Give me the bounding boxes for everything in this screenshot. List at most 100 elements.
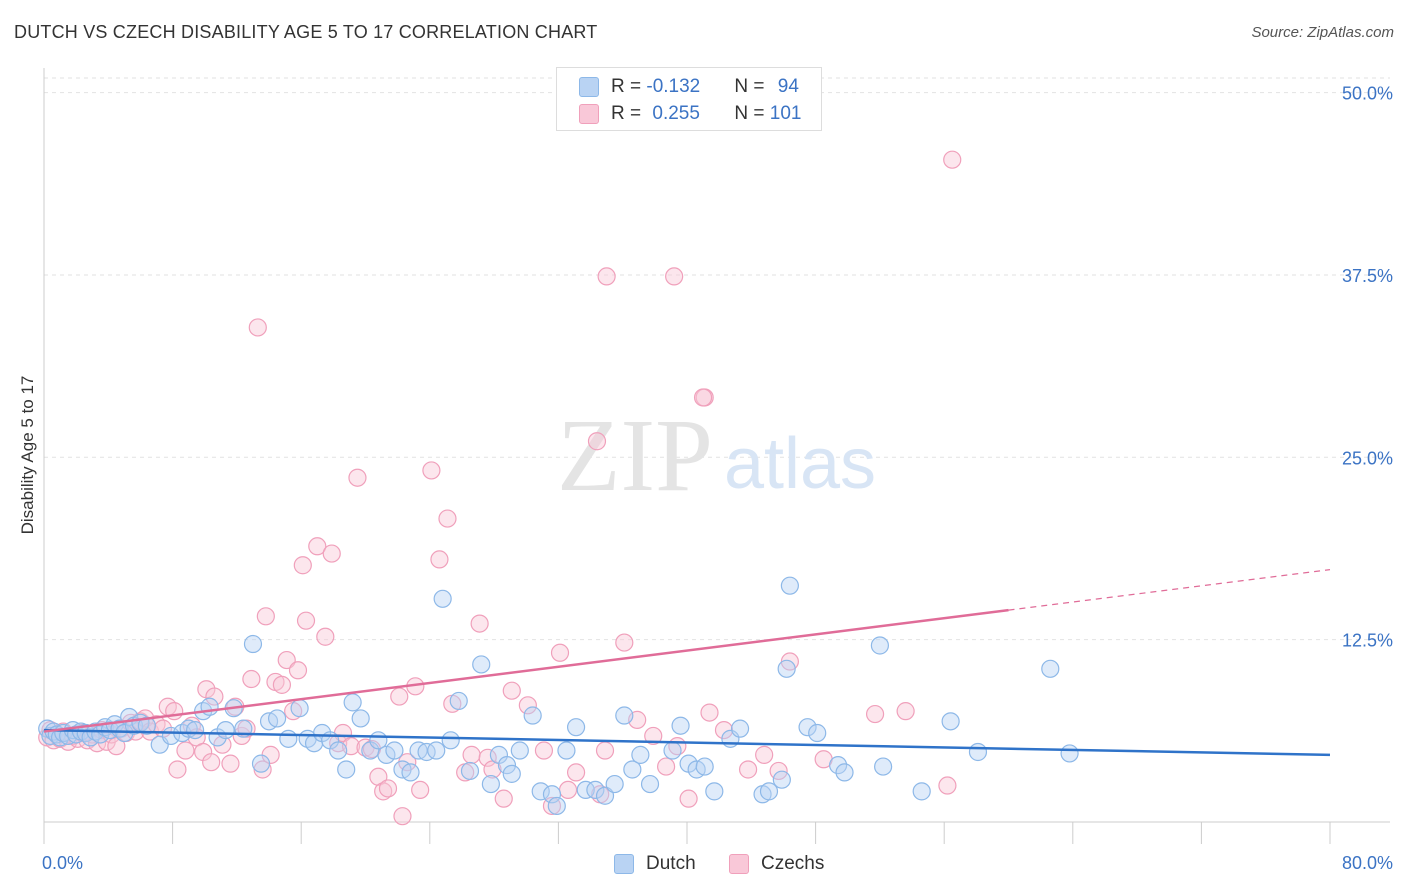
dutch-point [417,742,436,762]
dutch-point [243,634,263,654]
watermark-zip: ZIP [557,398,713,513]
dutch-point [759,782,779,801]
r-value: 0.255 [652,103,700,124]
axes [43,68,1390,844]
dutch-point [502,764,521,783]
legend-item-czechs: Czechs [729,852,824,876]
r-label: R = [611,103,647,124]
n-label: N = [734,76,770,97]
dutch-point [531,782,550,801]
n-label: N = [734,103,770,124]
czechs-point [438,509,457,528]
czechs-point [755,745,774,764]
czechs-point [938,776,957,795]
watermark: ZIP atlas [557,398,876,513]
dutch-point [705,782,724,801]
czechs-point [107,737,126,756]
dutch-point [874,757,893,776]
dutch-point [640,774,660,794]
tick-labels: 12.5% 25.0% 37.5% 50.0% 0.0% 80.0% [42,84,1393,873]
czechs-point [478,748,497,767]
czechs-point [369,767,388,786]
czechs-point [411,780,430,800]
czechs-point [293,556,312,575]
czechs-trend-extension [1008,569,1331,611]
czechs-point [597,267,616,286]
czechs-point [615,633,634,652]
dutch-point [912,782,931,801]
dutch-point [267,709,287,728]
dutch-point [441,731,460,750]
dutch-point [835,763,854,782]
r-value: -0.132 [646,76,701,97]
legend-item-dutch: Dutch [614,852,696,876]
dutch-trend-line [43,728,1331,757]
legend-row-dutch: R = -0.132 N = 94 [579,74,799,100]
czechs-trend-line [43,608,1009,733]
source-label: Source: ZipAtlas.com [1251,24,1394,41]
czechs-point [518,696,537,715]
r-label: R = [611,76,647,97]
dutch-point [730,719,750,738]
czechs-point [205,687,224,706]
dutch-point [427,741,446,760]
legend-label-czechs: Czechs [761,853,825,874]
czechs-point [296,611,316,630]
legend-label-dutch: Dutch [646,853,696,874]
czechs-point [277,650,296,670]
dutch-point [216,720,235,740]
czechs-point [896,702,915,721]
czechs-point [550,643,570,662]
chart-title: DUTCH VS CZECH DISABILITY AGE 5 TO 17 CO… [14,22,598,42]
stats-legend: R = -0.132 N = 94 R = 0.255 N = 101 [556,67,822,131]
grid [44,77,1390,641]
czechs-point [430,550,449,569]
dutch-point [433,589,452,608]
y-axis-label: Disability Age 5 to 17 [18,375,37,535]
x-tick-label: 0.0% [42,853,83,873]
czechs-point [348,468,367,487]
dutch-point [968,742,988,762]
dutch-point [623,760,642,779]
dutch-point [772,770,791,789]
dutch-point [385,741,404,760]
dutch-point [542,785,562,804]
y-tick-label: 25.0% [1342,448,1393,468]
dutch-swatch [579,77,599,97]
czechs-point [665,267,684,286]
czechs-point [502,681,521,700]
czechs-point [595,741,615,760]
dutch-point [290,699,309,718]
dutch-point [615,706,634,725]
dutch-point [186,720,205,740]
czechs-point [693,388,713,407]
dutch-point [251,754,271,773]
dutch-point [941,712,960,731]
dutch-point [663,741,682,760]
dutch-point [497,756,517,775]
dutch-point [343,693,362,712]
czechs-swatch [579,104,599,124]
dutch-point [780,576,799,595]
czechs-point [316,627,335,646]
czechs-swatch [729,854,749,874]
czechs-point [256,607,275,626]
dutch-point [595,786,615,805]
czechs-point [700,703,719,722]
trend-lines [43,569,1331,757]
czechs-point [566,763,586,782]
czechs-point [168,760,187,779]
czechs-point [462,745,481,764]
czechs-point [587,432,607,451]
czechs-point [393,807,412,826]
y-tick-label: 50.0% [1342,84,1393,104]
dutch-point [798,718,817,737]
czechs-point [390,687,409,706]
czechs-point [272,675,292,694]
dutch-point [605,774,624,794]
czechs-point [534,741,554,760]
dutch-point [279,729,298,748]
dutch-point [576,780,595,800]
x-tick-label: 80.0% [1342,853,1393,873]
